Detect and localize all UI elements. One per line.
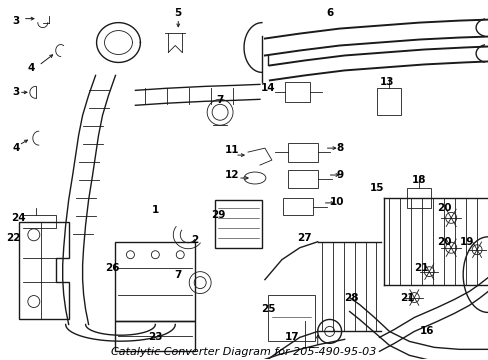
Text: 21: 21 [399, 293, 414, 302]
Text: 20: 20 [436, 237, 450, 247]
Text: 24: 24 [12, 213, 26, 223]
Text: 7: 7 [174, 270, 182, 280]
Text: 25: 25 [260, 305, 275, 315]
Text: 8: 8 [335, 143, 343, 153]
Text: 26: 26 [105, 263, 120, 273]
Text: 27: 27 [297, 233, 311, 243]
Text: Catalytic Converter Diagram for 205-490-95-03: Catalytic Converter Diagram for 205-490-… [111, 347, 376, 357]
Text: 2: 2 [191, 235, 199, 245]
Text: 6: 6 [325, 8, 333, 18]
Text: 23: 23 [148, 332, 163, 342]
Text: 4: 4 [12, 143, 20, 153]
Text: 9: 9 [335, 170, 343, 180]
Text: 17: 17 [284, 332, 299, 342]
Text: 28: 28 [344, 293, 358, 302]
Text: 10: 10 [329, 197, 343, 207]
Text: 21: 21 [413, 263, 427, 273]
Text: 3: 3 [12, 15, 20, 26]
Text: 15: 15 [369, 183, 384, 193]
Text: 12: 12 [224, 170, 239, 180]
Text: 1: 1 [151, 205, 159, 215]
Text: 11: 11 [224, 145, 239, 155]
Text: 22: 22 [6, 233, 20, 243]
Text: 4: 4 [27, 63, 35, 73]
Text: 29: 29 [210, 210, 225, 220]
Text: 19: 19 [459, 237, 473, 247]
Text: 16: 16 [419, 327, 434, 336]
Text: 3: 3 [12, 87, 20, 97]
Text: 18: 18 [411, 175, 426, 185]
Text: 5: 5 [174, 8, 182, 18]
Text: 7: 7 [216, 95, 224, 105]
Text: 14: 14 [260, 84, 275, 93]
Text: 13: 13 [379, 77, 394, 87]
Text: 20: 20 [436, 203, 450, 213]
